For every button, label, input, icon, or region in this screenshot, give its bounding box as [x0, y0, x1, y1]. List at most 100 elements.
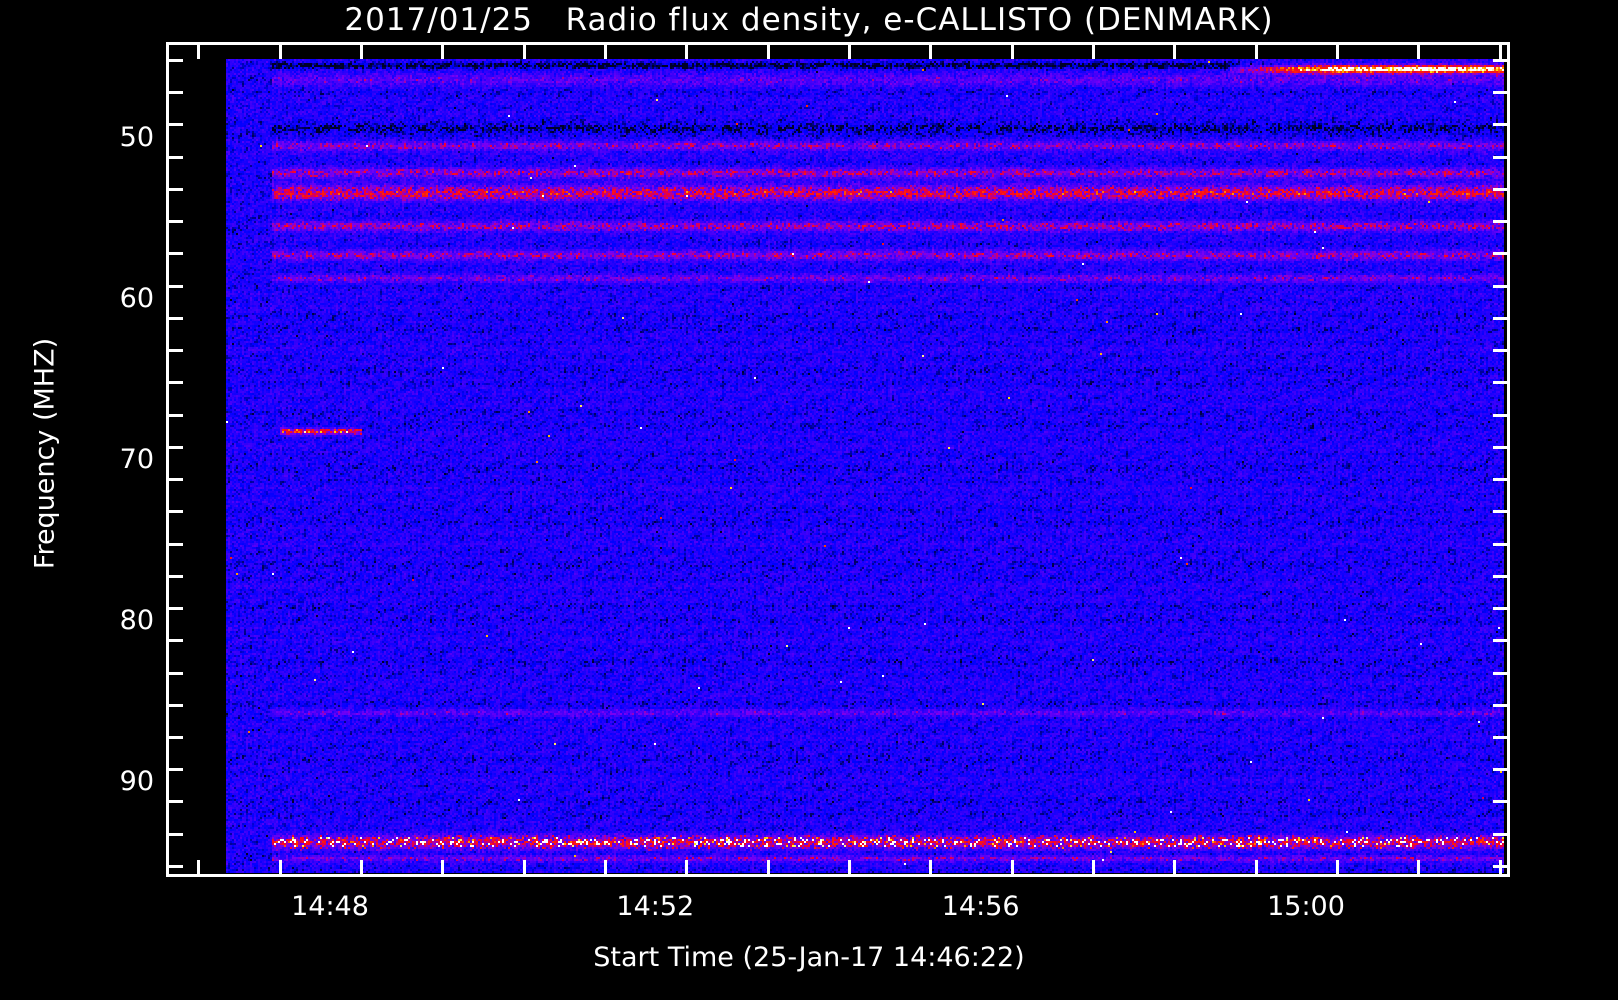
y-minor-tick-right	[1493, 285, 1507, 288]
y-minor-tick-right	[1493, 156, 1507, 159]
y-minor-tick	[169, 833, 183, 836]
x-tick-label: 15:00	[1267, 891, 1345, 922]
plot-frame	[166, 42, 1510, 877]
y-minor-tick	[169, 768, 183, 771]
x-minor-tick	[604, 860, 607, 874]
x-minor-tick-top	[929, 45, 932, 59]
y-minor-tick	[169, 478, 183, 481]
y-minor-tick-right	[1493, 607, 1507, 610]
y-minor-tick-right	[1493, 736, 1507, 739]
y-minor-tick	[169, 349, 183, 352]
x-minor-tick	[1011, 860, 1014, 874]
x-minor-tick-top	[523, 45, 526, 59]
y-minor-tick	[169, 575, 183, 578]
x-minor-tick	[1336, 860, 1339, 874]
x-minor-tick-top	[1173, 45, 1176, 59]
x-minor-tick	[360, 860, 363, 874]
x-minor-tick	[929, 860, 932, 874]
spectrogram-canvas	[226, 59, 1504, 873]
y-minor-tick	[169, 446, 183, 449]
x-tick-label: 14:48	[291, 891, 369, 922]
y-minor-tick-right	[1493, 672, 1507, 675]
y-minor-tick	[169, 607, 183, 610]
y-minor-tick-right	[1493, 91, 1507, 94]
y-minor-tick-right	[1493, 59, 1507, 62]
y-minor-tick	[169, 123, 183, 126]
y-minor-tick	[169, 704, 183, 707]
y-minor-tick	[169, 317, 183, 320]
y-minor-tick-right	[1493, 768, 1507, 771]
y-tick-label: 60	[119, 282, 154, 314]
x-minor-tick-top	[360, 45, 363, 59]
y-minor-tick-right	[1493, 510, 1507, 513]
x-minor-tick-top	[1255, 45, 1258, 59]
y-minor-tick	[169, 285, 183, 288]
x-minor-tick-top	[1499, 45, 1502, 59]
y-minor-tick-right	[1493, 317, 1507, 320]
y-minor-tick	[169, 639, 183, 642]
page-title: 2017/01/25 Radio flux density, e-CALLIST…	[344, 2, 1274, 38]
y-minor-tick	[169, 252, 183, 255]
x-tick-label: 14:56	[941, 891, 1020, 922]
y-minor-tick-right	[1493, 188, 1507, 191]
x-minor-tick-top	[441, 45, 444, 59]
x-minor-tick-top	[1417, 45, 1420, 59]
x-minor-tick	[1092, 860, 1095, 874]
y-minor-tick	[169, 220, 183, 223]
y-minor-tick	[169, 381, 183, 384]
x-minor-tick-top	[1092, 45, 1095, 59]
y-tick-label: 70	[119, 443, 154, 475]
y-minor-tick	[169, 543, 183, 546]
x-minor-tick	[523, 860, 526, 874]
x-minor-tick	[1173, 860, 1176, 874]
x-tick-label: 14:52	[616, 891, 695, 922]
x-minor-tick	[767, 860, 770, 874]
x-minor-tick-top	[1336, 45, 1339, 59]
y-minor-tick	[169, 156, 183, 159]
y-tick-label: 90	[119, 766, 154, 798]
x-minor-tick-top	[848, 45, 851, 59]
y-minor-tick-right	[1493, 123, 1507, 126]
x-minor-tick	[1255, 860, 1258, 874]
x-minor-tick-top	[604, 45, 607, 59]
y-minor-tick	[169, 800, 183, 803]
y-minor-tick-right	[1493, 800, 1507, 803]
y-minor-tick-right	[1493, 575, 1507, 578]
y-minor-tick	[169, 736, 183, 739]
x-minor-tick	[1417, 860, 1420, 874]
x-minor-tick	[685, 860, 688, 874]
y-minor-tick-right	[1493, 381, 1507, 384]
y-minor-tick-right	[1493, 639, 1507, 642]
x-minor-tick-top	[1011, 45, 1014, 59]
y-minor-tick-right	[1493, 252, 1507, 255]
y-minor-tick-right	[1493, 478, 1507, 481]
y-minor-tick	[169, 188, 183, 191]
y-minor-tick-right	[1493, 704, 1507, 707]
x-minor-tick	[1499, 860, 1502, 874]
x-minor-tick-top	[197, 45, 200, 59]
y-minor-tick-right	[1493, 414, 1507, 417]
y-minor-tick	[169, 59, 183, 62]
x-minor-tick	[279, 860, 282, 874]
x-minor-tick	[848, 860, 851, 874]
y-tick-label: 80	[119, 605, 154, 637]
x-minor-tick	[441, 860, 444, 874]
x-minor-tick	[197, 860, 200, 874]
x-axis-label: Start Time (25-Jan-17 14:46:22)	[593, 942, 1025, 973]
y-minor-tick	[169, 91, 183, 94]
y-axis-label: Frequency (MHZ)	[29, 337, 61, 570]
x-minor-tick-top	[685, 45, 688, 59]
y-minor-tick	[169, 865, 183, 868]
y-minor-tick-right	[1493, 446, 1507, 449]
y-minor-tick-right	[1493, 543, 1507, 546]
x-minor-tick-top	[767, 45, 770, 59]
y-minor-tick-right	[1493, 220, 1507, 223]
y-minor-tick	[169, 672, 183, 675]
y-minor-tick	[169, 510, 183, 513]
y-tick-label: 50	[119, 121, 154, 153]
y-minor-tick	[169, 414, 183, 417]
y-minor-tick-right	[1493, 833, 1507, 836]
x-minor-tick-top	[279, 45, 282, 59]
y-minor-tick-right	[1493, 349, 1507, 352]
